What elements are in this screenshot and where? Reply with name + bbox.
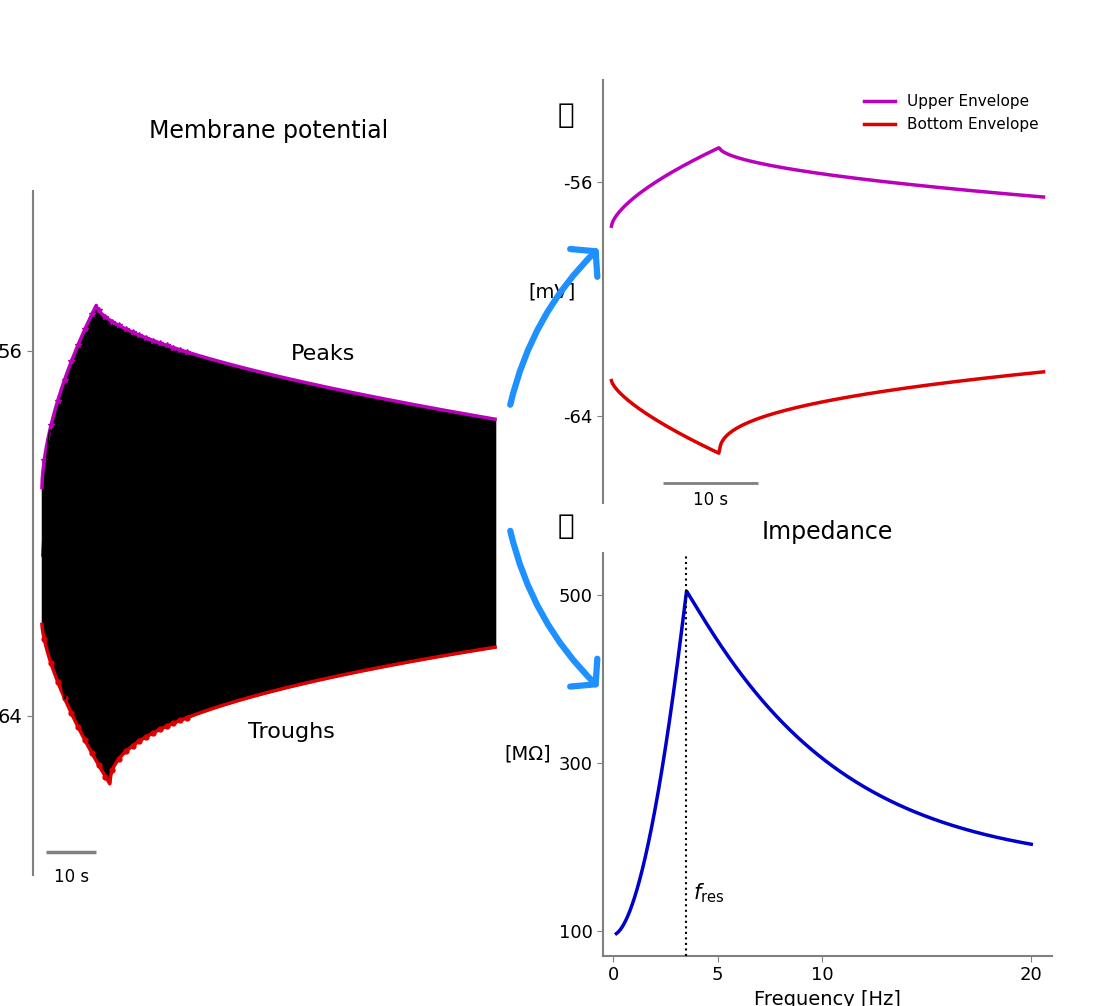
Legend: Upper Envelope, Bottom Envelope: Upper Envelope, Bottom Envelope	[858, 89, 1044, 138]
Text: ④: ④	[558, 102, 574, 129]
Text: Troughs: Troughs	[248, 722, 334, 742]
Text: 10 s: 10 s	[694, 491, 729, 509]
Y-axis label: [mV]: [mV]	[528, 283, 575, 301]
Text: 10 s: 10 s	[54, 868, 89, 886]
Text: Membrane potential: Membrane potential	[149, 120, 388, 143]
Text: Peaks: Peaks	[290, 344, 355, 364]
Text: $f_{\rm res}$: $f_{\rm res}$	[693, 881, 724, 904]
Y-axis label: [MΩ]: [MΩ]	[504, 745, 551, 764]
Text: ⑤: ⑤	[558, 513, 574, 540]
Title: Impedance: Impedance	[762, 520, 893, 544]
X-axis label: Frequency [Hz]: Frequency [Hz]	[754, 990, 901, 1006]
